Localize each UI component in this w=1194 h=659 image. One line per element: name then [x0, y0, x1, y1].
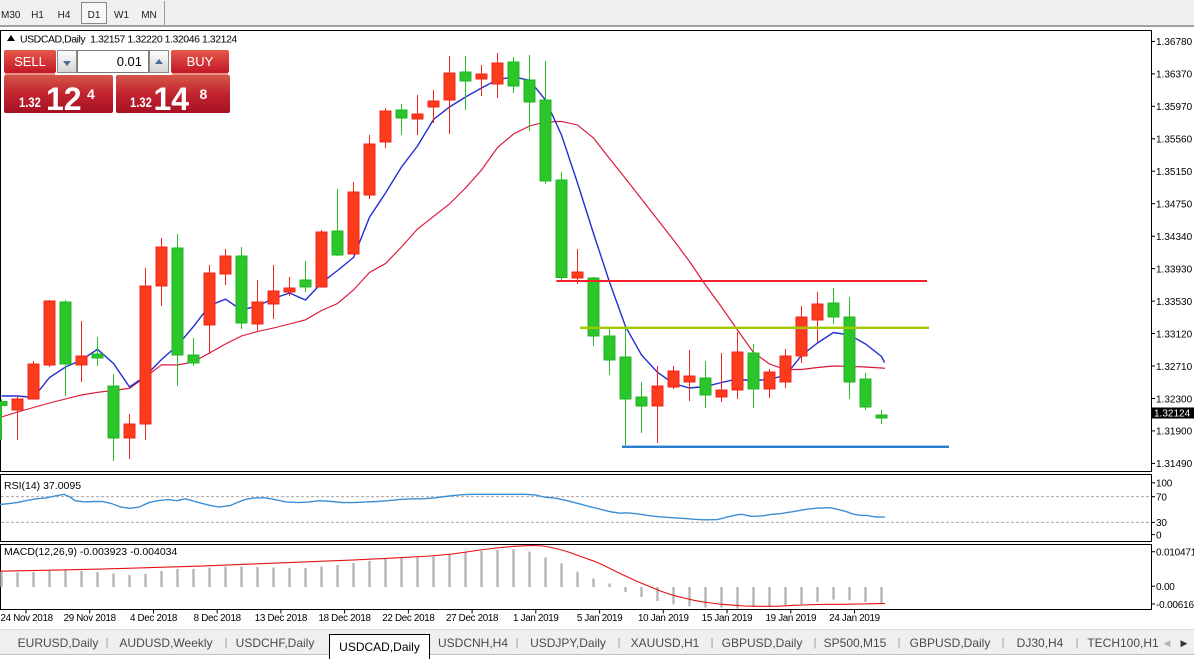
- svg-text:5 Jan 2019: 5 Jan 2019: [577, 613, 622, 624]
- svg-text:1.33930: 1.33930: [1156, 264, 1193, 275]
- svg-text:18 Dec 2018: 18 Dec 2018: [318, 613, 371, 624]
- svg-text:MACD(12,26,9) -0.003923 -0.004: MACD(12,26,9) -0.003923 -0.004034: [4, 546, 178, 558]
- svg-text:1 Jan 2019: 1 Jan 2019: [513, 613, 558, 624]
- svg-text:RSI(14) 37.0095: RSI(14) 37.0095: [4, 480, 81, 492]
- svg-text:1.35560: 1.35560: [1156, 135, 1193, 146]
- svg-text:70: 70: [1156, 493, 1167, 504]
- svg-text:1.34750: 1.34750: [1156, 200, 1193, 211]
- svg-text:1.35150: 1.35150: [1156, 167, 1193, 178]
- svg-text:USDCAD,Daily 1.32157 1.32220: USDCAD,Daily 1.32157 1.32220 1.32046 1.3…: [20, 34, 237, 46]
- svg-text:1.32300: 1.32300: [1156, 394, 1193, 405]
- svg-text:0.010471: 0.010471: [1156, 548, 1194, 559]
- svg-text:24 Nov 2018: 24 Nov 2018: [1, 613, 54, 624]
- svg-text:8 Dec 2018: 8 Dec 2018: [194, 613, 242, 624]
- svg-text:15 Jan 2019: 15 Jan 2019: [702, 613, 753, 624]
- svg-text:1.34340: 1.34340: [1156, 232, 1193, 243]
- svg-text:29 Nov 2018: 29 Nov 2018: [64, 613, 117, 624]
- svg-text:1.32710: 1.32710: [1156, 362, 1193, 373]
- svg-text:1.33120: 1.33120: [1156, 329, 1193, 340]
- svg-text:13 Dec 2018: 13 Dec 2018: [255, 613, 308, 624]
- svg-text:1.31490: 1.31490: [1156, 459, 1193, 470]
- svg-text:1.36370: 1.36370: [1156, 70, 1193, 81]
- svg-text:30: 30: [1156, 518, 1167, 529]
- svg-text:100: 100: [1156, 479, 1173, 490]
- svg-text:1.32124: 1.32124: [1154, 408, 1191, 419]
- svg-text:24 Jan 2019: 24 Jan 2019: [829, 613, 880, 624]
- svg-text:1.31900: 1.31900: [1156, 427, 1193, 438]
- svg-text:10 Jan 2019: 10 Jan 2019: [638, 613, 689, 624]
- svg-text:19 Jan 2019: 19 Jan 2019: [765, 613, 816, 624]
- svg-text:0.00: 0.00: [1156, 582, 1175, 593]
- svg-text:27 Dec 2018: 27 Dec 2018: [446, 613, 499, 624]
- svg-text:4 Dec 2018: 4 Dec 2018: [130, 613, 178, 624]
- svg-text:22 Dec 2018: 22 Dec 2018: [382, 613, 435, 624]
- svg-text:-0.006164: -0.006164: [1156, 600, 1194, 611]
- svg-text:1.35970: 1.35970: [1156, 102, 1193, 113]
- svg-text:1.33530: 1.33530: [1156, 297, 1193, 308]
- svg-text:0: 0: [1156, 530, 1162, 541]
- svg-text:1.36780: 1.36780: [1156, 37, 1193, 48]
